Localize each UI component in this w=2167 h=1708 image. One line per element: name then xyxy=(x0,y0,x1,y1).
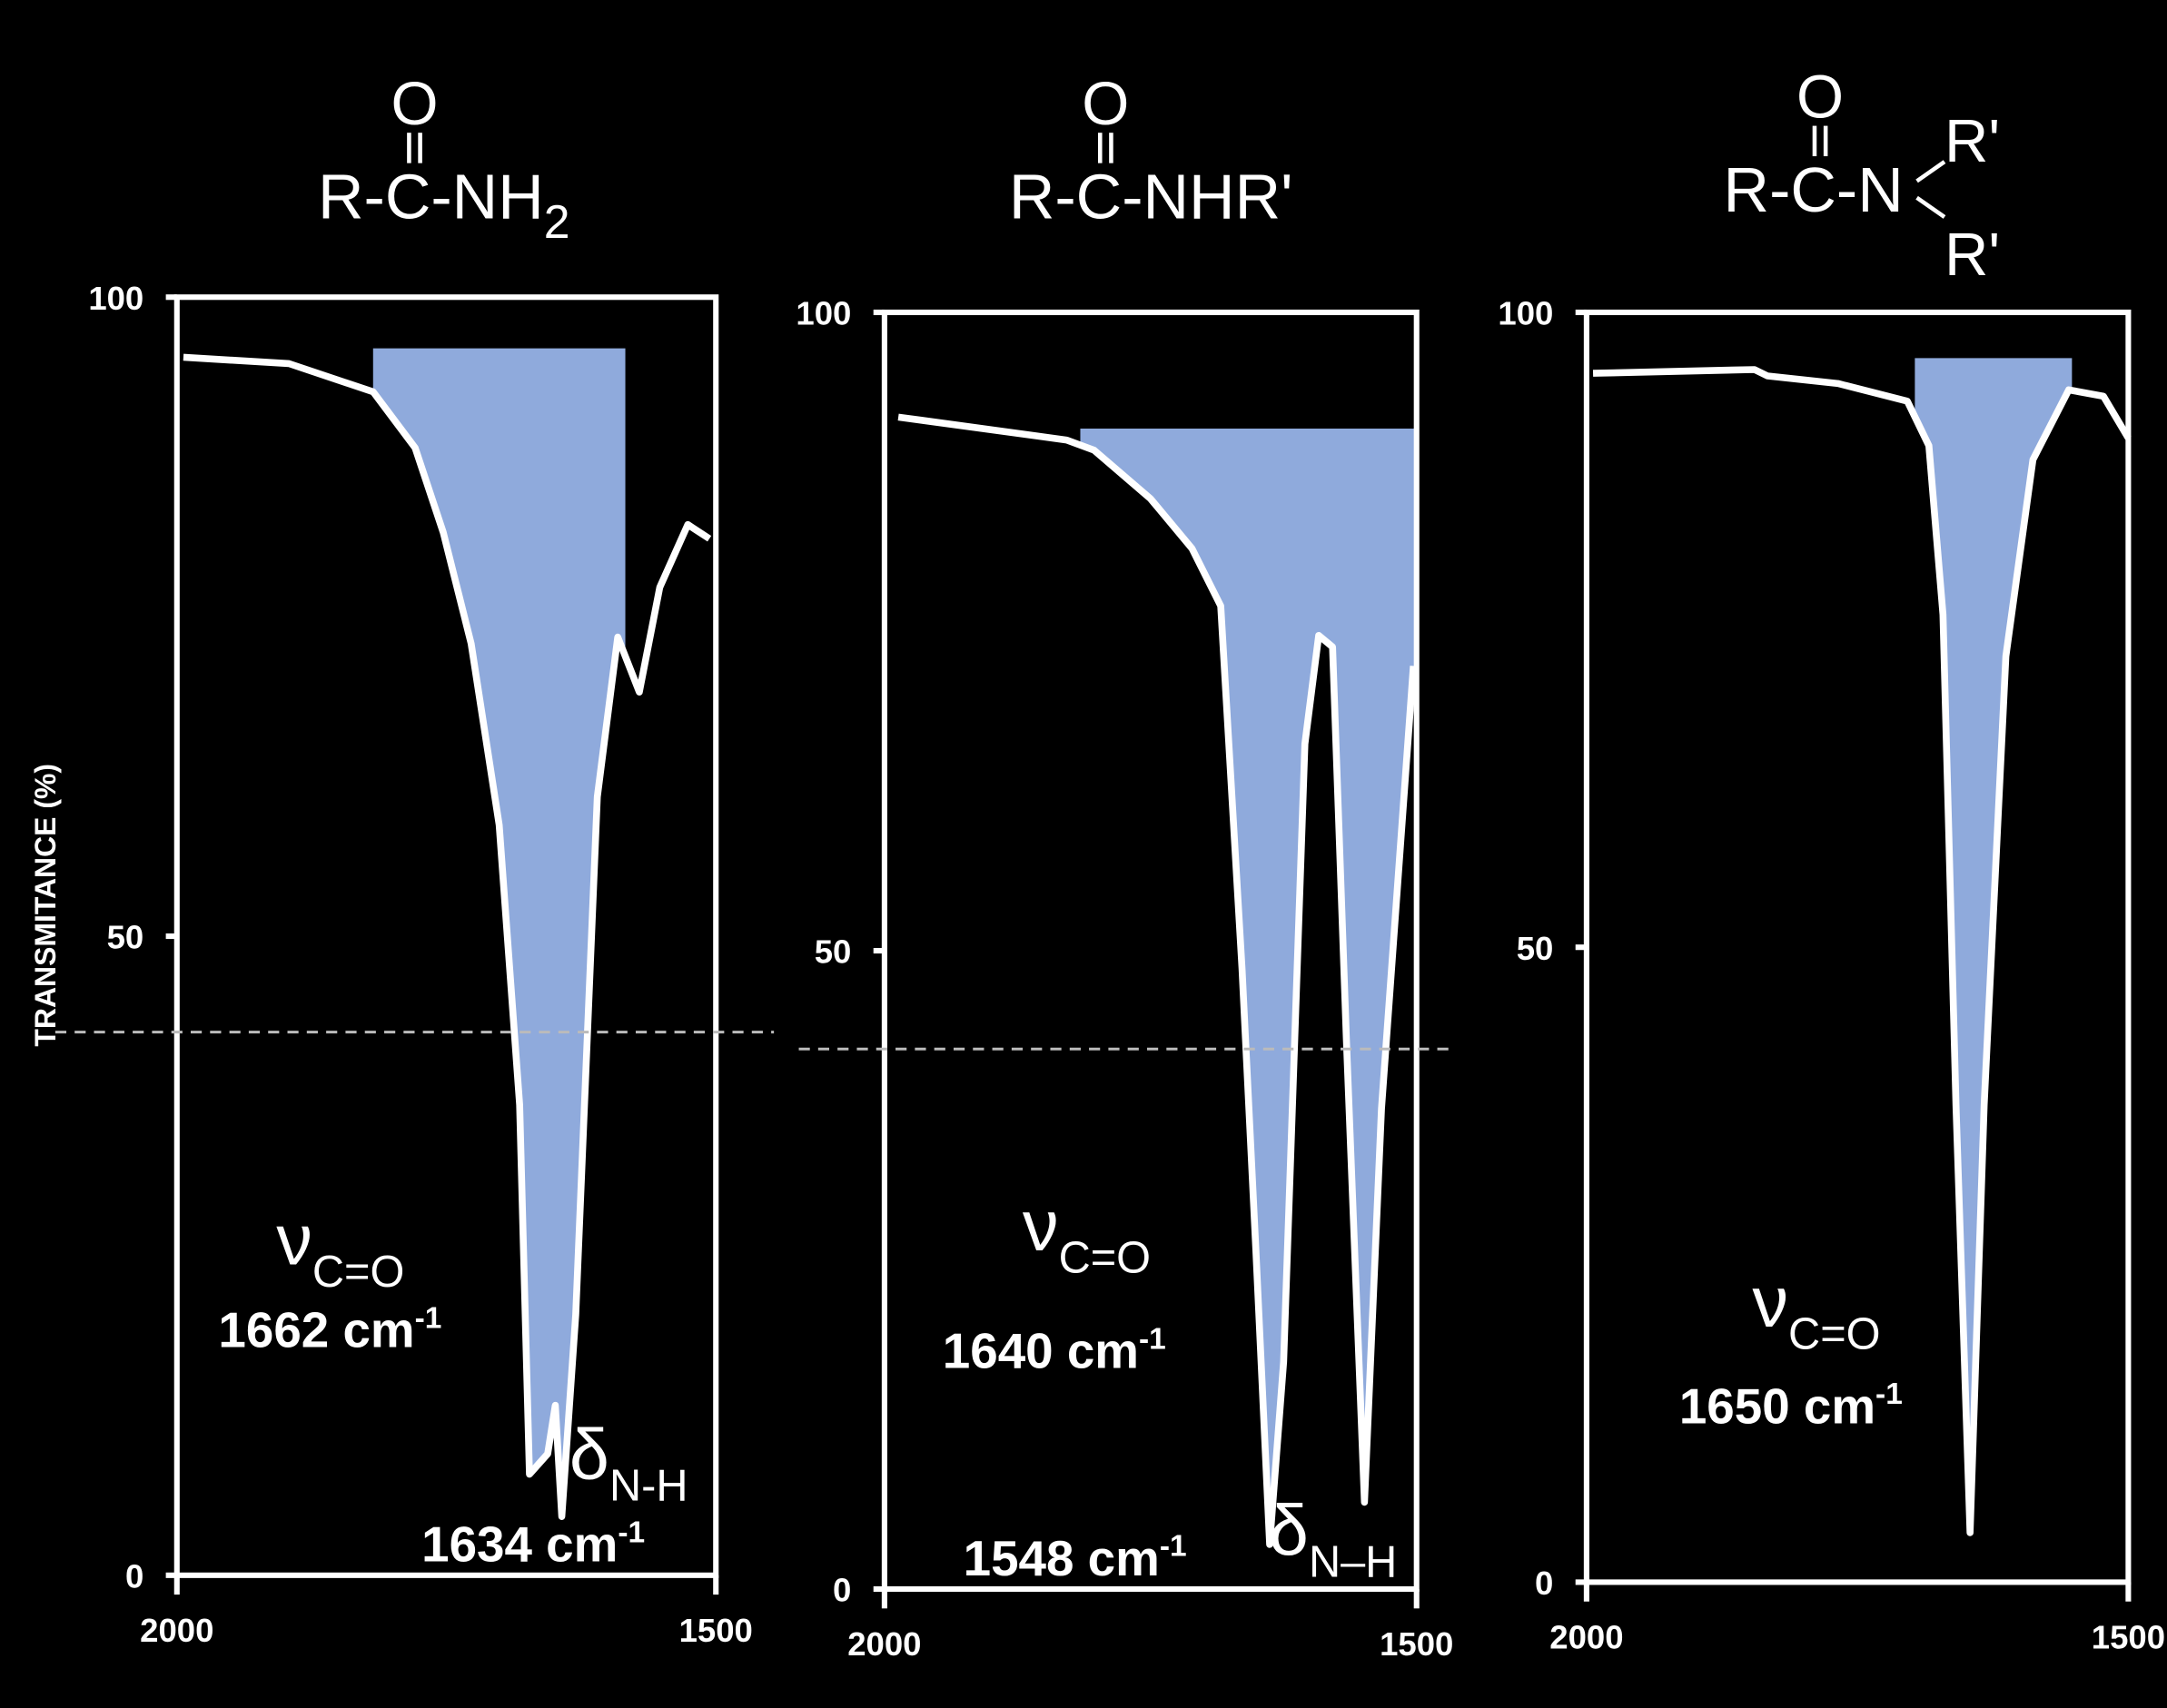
title-formula: R-C-NHR' xyxy=(1009,162,1293,232)
x-tick-label: 1500 xyxy=(1380,1625,1453,1663)
absorption-fill xyxy=(372,348,626,1517)
title-main: R-C-NH xyxy=(318,162,544,232)
annotation: 1650 cm-1 xyxy=(1679,1377,1903,1434)
y-tick-label: 0 xyxy=(1535,1565,1553,1602)
annotation: νC=O xyxy=(1023,1185,1151,1282)
annotation: νC=O xyxy=(1752,1261,1880,1358)
annotation-text: δ xyxy=(1269,1489,1309,1570)
annotation-sup: -1 xyxy=(415,1301,442,1335)
annotation: δN–H xyxy=(1269,1489,1397,1586)
spectrum-line xyxy=(897,413,1418,1548)
x-tick-label: 1500 xyxy=(2092,1618,2165,1655)
title-sub: 2 xyxy=(544,195,570,248)
x-tick-label: 1500 xyxy=(679,1612,753,1649)
annotation-sub: C=O xyxy=(1788,1309,1880,1358)
title-main: R-C-NHR' xyxy=(1009,162,1293,232)
annotation-text: 1634 cm xyxy=(421,1516,618,1573)
annotation: δN-H xyxy=(569,1413,688,1510)
x-tick-label: 2000 xyxy=(847,1625,921,1663)
y-tick-label: 0 xyxy=(125,1558,143,1595)
annotation: 1662 cm-1 xyxy=(218,1301,441,1358)
title-branch: R' xyxy=(1944,107,2000,175)
y-axis-label: TRANSMITANCE (%) xyxy=(29,764,62,1047)
annotation-sup: -1 xyxy=(1160,1530,1187,1564)
annotation-sub: C=O xyxy=(1059,1234,1151,1283)
annotation: νC=O xyxy=(276,1199,404,1296)
annotation-sup: -1 xyxy=(1139,1322,1166,1356)
annotation-sub: N-H xyxy=(609,1462,688,1511)
annotation: 1548 cm-1 xyxy=(964,1530,1187,1586)
title-oxygen: O xyxy=(1796,63,1844,131)
title-formula: R-C-NH2 xyxy=(318,162,570,248)
x-tick-label: 2000 xyxy=(140,1612,213,1649)
x-tick-label: 2000 xyxy=(1549,1618,1623,1655)
annotation-text: ν xyxy=(1023,1185,1059,1266)
annotation-sub: C=O xyxy=(312,1248,404,1297)
annotation: 1634 cm-1 xyxy=(421,1515,645,1572)
spectrum-line xyxy=(183,353,712,1520)
y-tick-label: 100 xyxy=(796,295,851,332)
spectrum-line xyxy=(1592,366,2132,1536)
title-oxygen: O xyxy=(391,70,438,138)
title-main: R-C-N xyxy=(1724,154,1904,225)
annotation: 1640 cm-1 xyxy=(943,1322,1166,1378)
annotation-text: 1650 cm xyxy=(1679,1377,1875,1434)
annotation-text: δ xyxy=(569,1413,609,1494)
y-tick-label: 50 xyxy=(815,933,852,971)
annotation-sup: -1 xyxy=(1875,1377,1903,1411)
annotation-sup: -1 xyxy=(618,1515,645,1549)
y-tick-label: 100 xyxy=(88,280,143,317)
bond xyxy=(1915,195,1946,219)
y-tick-label: 50 xyxy=(107,919,144,956)
absorption-fill xyxy=(1915,358,2073,1533)
annotation-text: ν xyxy=(276,1199,312,1279)
title-oxygen: O xyxy=(1082,70,1129,138)
annotation-text: 1662 cm xyxy=(218,1302,414,1358)
annotation-text: 1640 cm xyxy=(943,1323,1139,1379)
annotation-sub: N–H xyxy=(1309,1537,1397,1586)
y-tick-label: 0 xyxy=(833,1572,851,1609)
title-branch: R' xyxy=(1944,221,2000,289)
y-tick-label: 100 xyxy=(1498,295,1553,332)
y-tick-label: 50 xyxy=(1517,930,1554,967)
bond xyxy=(1915,160,1946,183)
absorption-fill xyxy=(1080,428,1417,1545)
title-formula: R-C-N xyxy=(1724,154,1904,225)
annotation-text: 1548 cm xyxy=(964,1530,1160,1586)
annotation-text: ν xyxy=(1752,1261,1788,1342)
